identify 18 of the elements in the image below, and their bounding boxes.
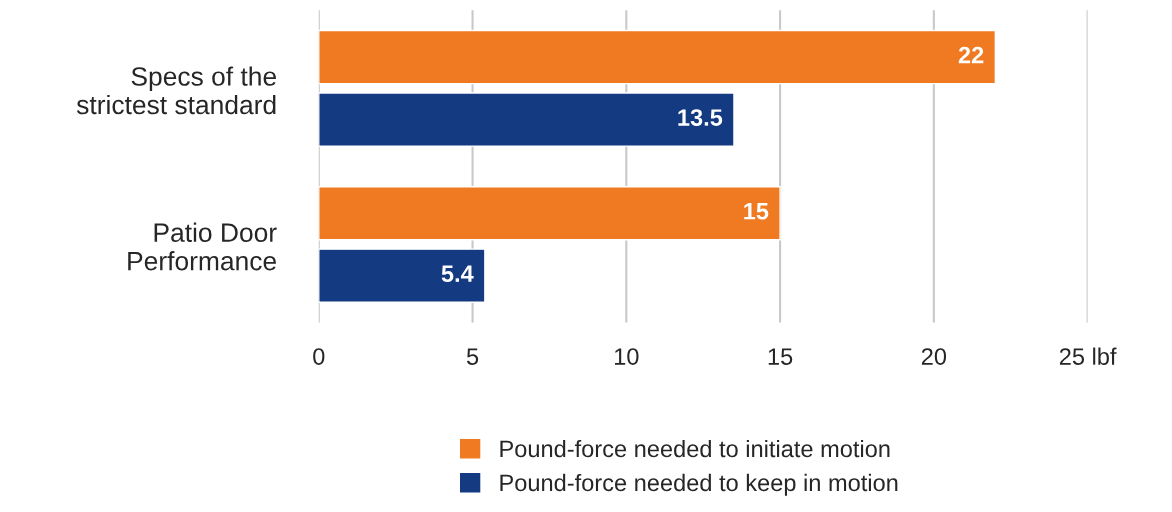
legend-label: Pound-force needed to keep in motion (500, 473, 898, 496)
x-tick-label: 0 (313, 348, 325, 365)
x-tick-label: 15 (768, 348, 793, 365)
x-tick-label: 5 (466, 348, 479, 365)
data-label: 22 (958, 46, 984, 64)
bar (318, 186, 781, 241)
bar (318, 92, 735, 147)
x-tick-label: 25 lbf (1059, 347, 1117, 365)
data-label: 5.4 (441, 265, 474, 283)
bar (318, 248, 486, 303)
x-tick-label: 10 (614, 348, 639, 365)
legend-label: Pound-force needed to initiate motion (500, 439, 890, 458)
y-tick-label: Specs of the strictest standard (76, 66, 276, 115)
y-tick-label: Patio Door Performance (128, 222, 277, 271)
data-label: 15 (744, 203, 769, 220)
data-label: 13.5 (678, 109, 723, 126)
x-tick-label: 20 (921, 348, 947, 365)
bar (318, 29, 997, 85)
